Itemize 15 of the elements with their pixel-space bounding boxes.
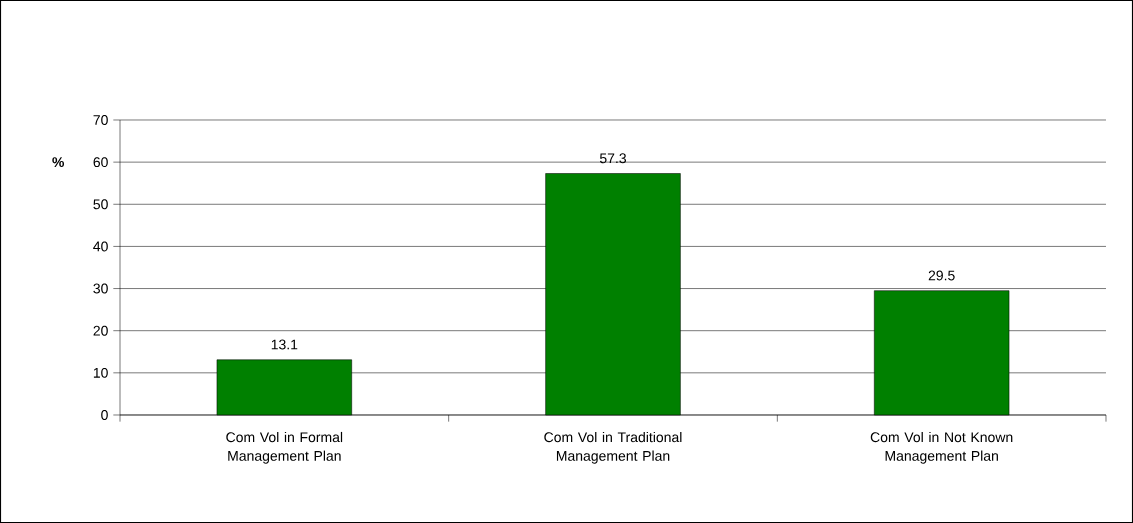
y-tick-label: 30	[93, 283, 108, 294]
x-tick-label: Com Vol in Formal Management Plan	[226, 431, 343, 464]
y-axis-title: %	[52, 157, 65, 168]
y-tick-label: 70	[93, 115, 108, 125]
y-tick-label: 60	[93, 157, 108, 168]
y-tick-label: 0	[101, 410, 108, 420]
data-label: 57.3	[599, 153, 627, 164]
x-tick-label: Com Vol in Traditional Management Plan	[544, 431, 682, 464]
y-tick-label: 40	[93, 241, 108, 252]
y-tick-label: 20	[93, 325, 108, 336]
x-tick-label: Com Vol in Not Known Management Plan	[870, 431, 1013, 464]
data-label: 13.1	[271, 339, 298, 350]
y-tick-label: 10	[93, 367, 108, 378]
data-label: 29.5	[928, 270, 955, 281]
y-tick-label: 50	[93, 199, 108, 210]
